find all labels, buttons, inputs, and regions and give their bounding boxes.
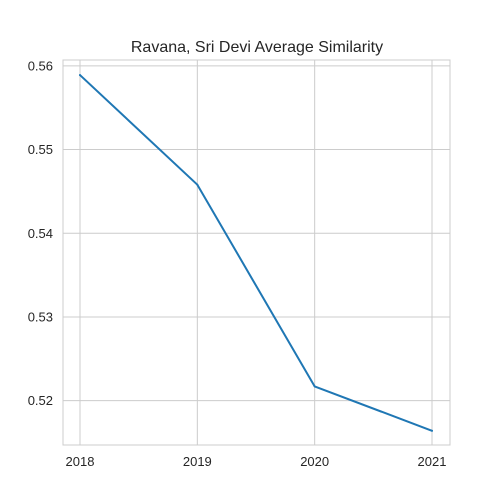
- y-tick-label: 0.56: [28, 58, 53, 73]
- chart-title: Ravana, Sri Devi Average Similarity: [131, 39, 383, 56]
- x-tick-label: 2020: [300, 454, 329, 469]
- data-point: [79, 74, 81, 77]
- y-gridlines: [63, 65, 450, 402]
- x-tick-label: 2019: [183, 454, 212, 469]
- x-gridlines: [79, 60, 433, 445]
- data-point: [196, 183, 199, 186]
- y-tick-label: 0.53: [28, 309, 53, 324]
- y-tick-label: 0.55: [28, 142, 53, 157]
- y-tick-labels: 0.52 0.53 0.54 0.55 0.56: [28, 58, 53, 408]
- data-point: [313, 385, 316, 388]
- x-tick-labels: 2018 2019 2020 2021: [66, 454, 447, 469]
- y-tick-label: 0.54: [28, 226, 53, 241]
- data-point: [431, 429, 433, 432]
- x-tick-label: 2021: [418, 454, 447, 469]
- y-tick-label: 0.52: [28, 393, 53, 408]
- x-tick-label: 2018: [66, 454, 95, 469]
- plot-frame: [62, 59, 451, 446]
- series-line: [79, 74, 433, 432]
- series-layer: [79, 74, 433, 432]
